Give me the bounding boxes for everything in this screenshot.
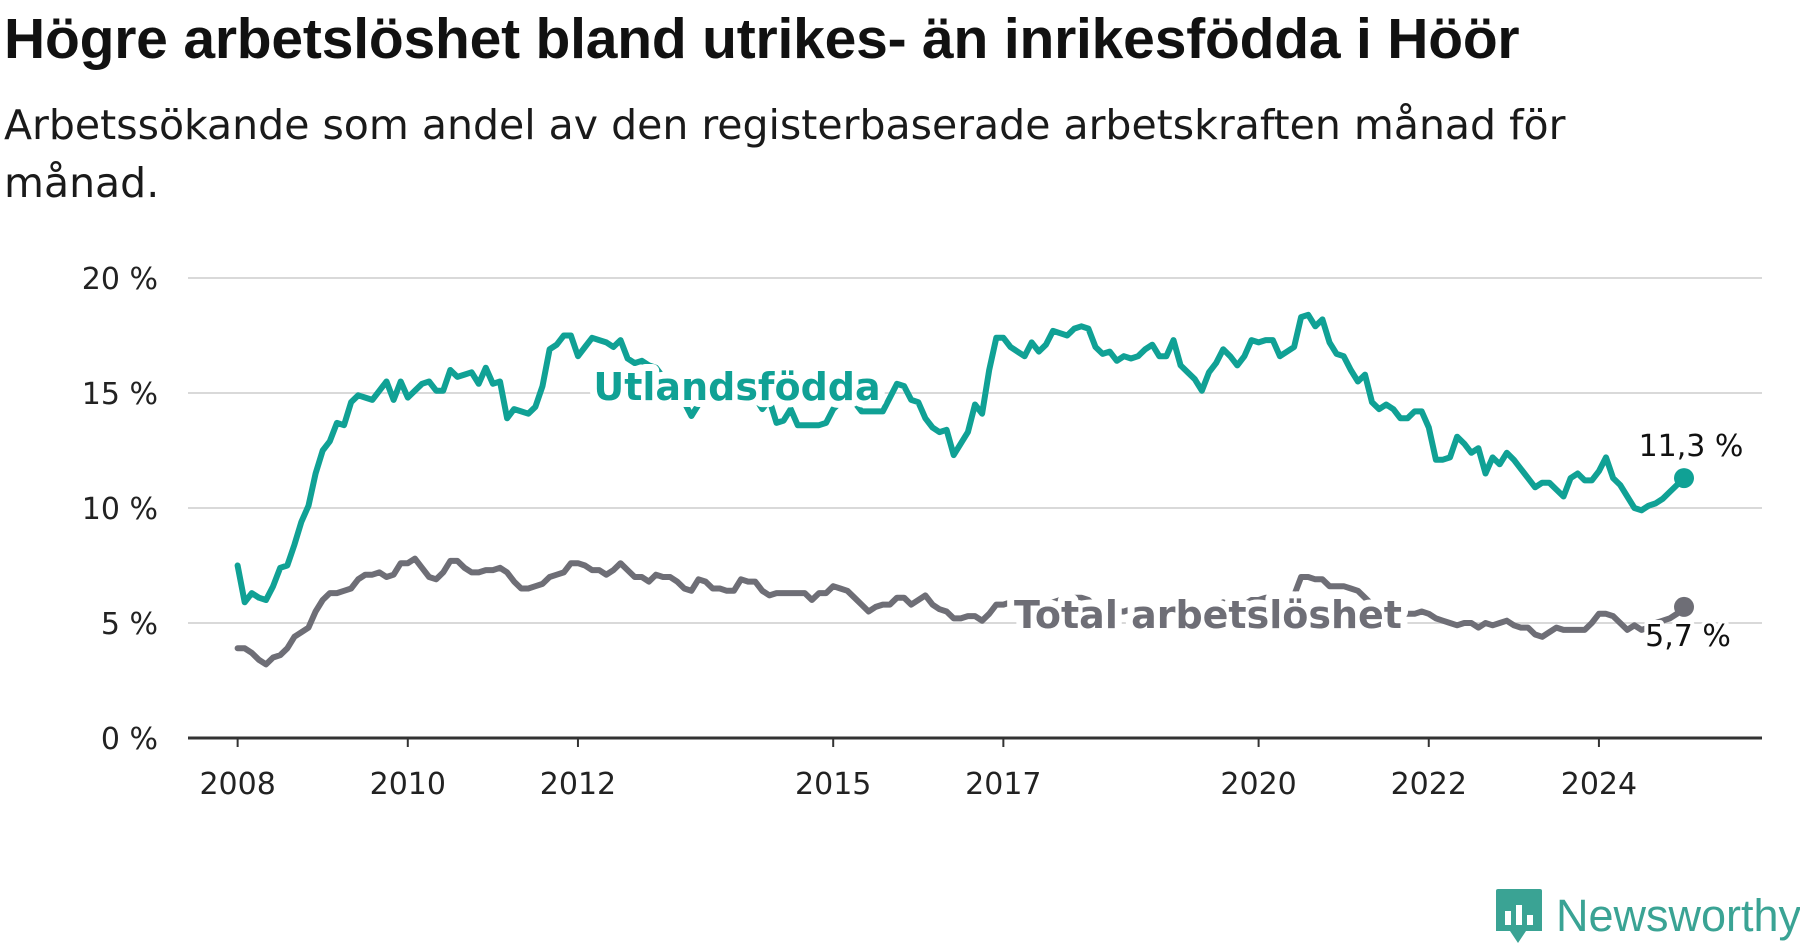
- series-label-utlandsfodda: Utlandsfödda: [593, 365, 880, 409]
- x-tick-label: 2020: [1220, 767, 1296, 802]
- end-value-label-halo: 5,7 %: [1645, 619, 1731, 654]
- x-tick-label: 2015: [795, 767, 871, 802]
- y-tick-label: 20 %: [82, 262, 158, 297]
- series-label-halo: Total arbetslöshet: [1014, 593, 1402, 637]
- x-tick-label: 2017: [965, 767, 1041, 802]
- x-axis-ticks: 2008 2010 2012 2015 2017 2020 2022 2024: [199, 738, 1637, 802]
- end-value-label-total-arbetsloshet: 5,7 %: [1645, 619, 1731, 654]
- series-line-total-arbetsloshet: [234, 555, 1687, 668]
- x-tick-label: 2010: [370, 767, 446, 802]
- y-tick-label: 10 %: [82, 492, 158, 527]
- series-end-point-total-arbetsloshet: [1674, 596, 1695, 617]
- series-label-halo: Utlandsfödda: [593, 365, 880, 409]
- page-subtitle: Arbetssökande som andel av den registerb…: [4, 101, 1566, 207]
- brand-name: Newsworthy: [1556, 890, 1800, 941]
- series-line-utlandsfodda: [234, 311, 1687, 606]
- brand-logo[interactable]: Newsworthy: [1494, 887, 1800, 945]
- y-axis-ticks: 0 % 5 % 10 % 15 % 20 %: [82, 262, 158, 757]
- series-end-point-utlandsfodda: [1674, 468, 1695, 489]
- x-tick-label: 2008: [199, 767, 275, 802]
- y-tick-label: 0 %: [101, 722, 158, 757]
- x-tick-label: 2012: [540, 767, 616, 802]
- x-tick-label: 2022: [1391, 767, 1467, 802]
- page-title: Högre arbetslöshet bland utrikes- än inr…: [4, 7, 1520, 71]
- end-value-label-halo: 11,3 %: [1639, 429, 1744, 464]
- newsworthy-logo-icon: [1496, 889, 1542, 943]
- x-tick-label: 2024: [1561, 767, 1637, 802]
- series-lines: [234, 311, 1695, 668]
- y-tick-label: 5 %: [101, 607, 158, 642]
- series-label-total-arbetsloshet: Total arbetslöshet: [1014, 593, 1402, 637]
- y-tick-label: 15 %: [82, 377, 158, 412]
- end-value-label-utlandsfodda: 11,3 %: [1639, 429, 1744, 464]
